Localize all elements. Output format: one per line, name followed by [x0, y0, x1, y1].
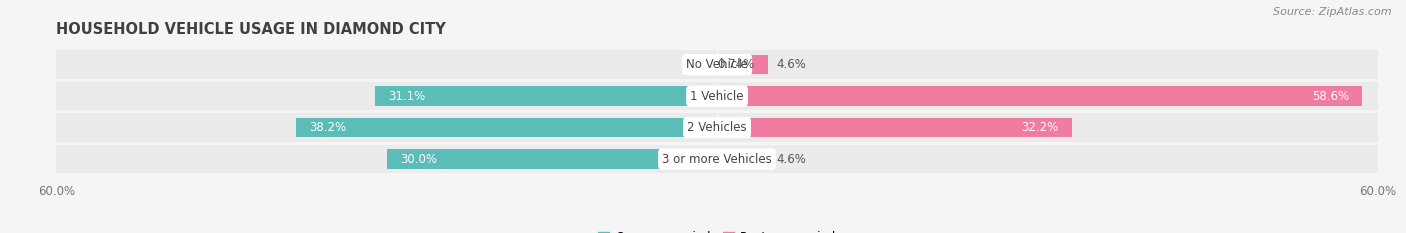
Bar [297, 118, 717, 137]
Bar [709, 55, 717, 74]
Text: No Vehicle: No Vehicle [686, 58, 748, 71]
Bar [717, 86, 1362, 106]
Bar [717, 118, 1071, 137]
Text: 0.74%: 0.74% [717, 58, 755, 71]
Text: 4.6%: 4.6% [776, 153, 807, 166]
Text: 58.6%: 58.6% [1312, 90, 1350, 103]
Text: 32.2%: 32.2% [1021, 121, 1059, 134]
Text: 31.1%: 31.1% [388, 90, 425, 103]
Bar [717, 55, 768, 74]
Text: 3 or more Vehicles: 3 or more Vehicles [662, 153, 772, 166]
Bar [56, 113, 1378, 142]
Text: Source: ZipAtlas.com: Source: ZipAtlas.com [1274, 7, 1392, 17]
Text: 30.0%: 30.0% [399, 153, 437, 166]
Text: 38.2%: 38.2% [309, 121, 347, 134]
Legend: Owner-occupied, Renter-occupied: Owner-occupied, Renter-occupied [593, 226, 841, 233]
Text: HOUSEHOLD VEHICLE USAGE IN DIAMOND CITY: HOUSEHOLD VEHICLE USAGE IN DIAMOND CITY [56, 22, 446, 37]
Text: 2 Vehicles: 2 Vehicles [688, 121, 747, 134]
Text: 4.6%: 4.6% [776, 58, 807, 71]
Text: 1 Vehicle: 1 Vehicle [690, 90, 744, 103]
Bar [374, 86, 717, 106]
Bar [56, 82, 1378, 110]
Bar [56, 50, 1378, 79]
Bar [717, 149, 768, 169]
Bar [387, 149, 717, 169]
Bar [56, 145, 1378, 173]
